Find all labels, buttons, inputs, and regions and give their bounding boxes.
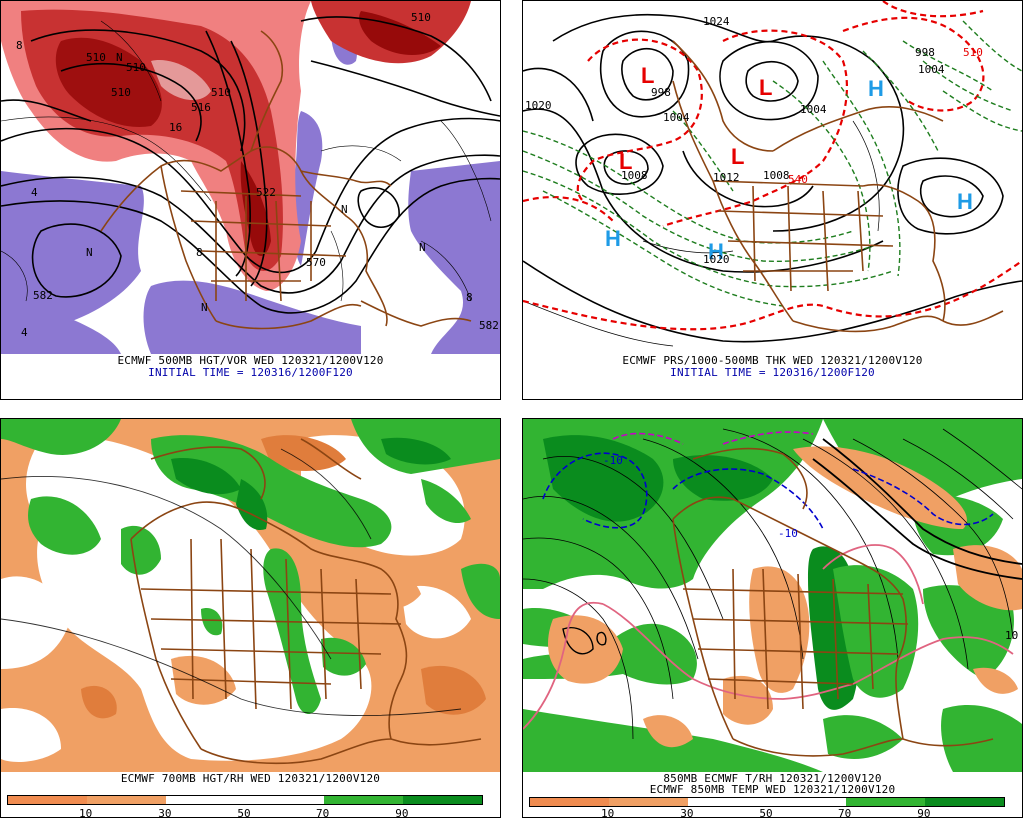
map-pressure-thickness: L L L L H H H H 998 1004 1012 1004 1008 … (523, 1, 1022, 354)
isobar-label: 1004 (663, 111, 690, 124)
map-850mb-temp-rh: -10 -10 10 (523, 419, 1022, 772)
map-label: N (116, 51, 123, 64)
colorbar-tick: 10 (601, 807, 615, 818)
low-pressure-label: L (759, 75, 772, 100)
initial-time-line: INITIAL TIME = 120316/1200F120 (670, 366, 875, 379)
isobar-label: 998 (915, 46, 935, 59)
map-label: 8 (16, 39, 23, 52)
map-label: 582 (33, 289, 53, 302)
colorbar-tick: 70 (316, 807, 330, 818)
isobar-label: 1024 (703, 15, 730, 28)
isobar-label: 1020 (525, 99, 552, 112)
map-label: 516 (191, 101, 211, 114)
colorbar-tick: 50 (237, 807, 251, 818)
map-label: 510 (411, 11, 431, 24)
caption-line: ECMWF 500MB HGT/VOR WED 120321/1200V120 (117, 354, 384, 367)
rh-colorbar (7, 795, 483, 805)
low-pressure-label: L (619, 149, 632, 174)
map-label: 510 (111, 86, 131, 99)
low-pressure-label: L (731, 144, 744, 169)
map-label: 582 (479, 319, 499, 332)
isotherm-label: 10 (1005, 629, 1018, 642)
isobar-label: 998 (651, 86, 671, 99)
map-500mb-vorticity: 510 510 510 516 510 522 510 582 570 582 … (1, 1, 500, 354)
thickness-label: 540 (788, 173, 808, 186)
isobar-label: 1004 (800, 103, 827, 116)
panel-prs-thk: L L L L H H H H 998 1004 1012 1004 1008 … (522, 0, 1023, 400)
map-label: 510 (211, 86, 231, 99)
panel-500mb-hgt-vor: 510 510 510 516 510 522 510 582 570 582 … (0, 0, 501, 400)
isobar-label: 1004 (918, 63, 945, 76)
map-label: 510 (126, 61, 146, 74)
isobar-label: 1020 (703, 253, 730, 266)
map-700mb-rh (1, 419, 500, 772)
initial-time-line: INITIAL TIME = 120316/1200F120 (148, 366, 353, 379)
map-label: N (201, 301, 208, 314)
colorbar-tick: 30 (158, 807, 172, 818)
high-pressure-label: H (957, 189, 973, 214)
colorbar-tick: 10 (79, 807, 93, 818)
map-label: 4 (21, 326, 28, 339)
low-pressure-label: L (641, 63, 654, 88)
map-label: N (86, 246, 93, 259)
isotherm-label: -10 (778, 527, 798, 540)
colorbar-tick: 90 (395, 807, 409, 818)
high-pressure-label: H (708, 239, 724, 264)
caption-line: ECMWF PRS/1000-500MB THK WED 120321/1200… (622, 354, 923, 367)
caption-line-2: ECMWF 850MB TEMP WED 120321/1200V120 (649, 783, 896, 796)
map-label: 510 (86, 51, 106, 64)
isobar-label: 1008 (621, 169, 648, 182)
thickness-label: 510 (963, 46, 983, 59)
caption-line: 850MB ECMWF T/RH 120321/1200V120 (663, 772, 882, 785)
isobar-label: 1008 (763, 169, 790, 182)
high-pressure-label: H (868, 76, 884, 101)
isobar-label: 1012 (713, 171, 740, 184)
map-label: N (341, 203, 348, 216)
isotherm-label: -10 (603, 454, 623, 467)
rh-colorbar-ticks: 10 30 50 70 90 (7, 807, 481, 818)
map-label: 4 (31, 186, 38, 199)
high-pressure-label: H (605, 226, 621, 251)
colorbar-tick: 30 (680, 807, 694, 818)
caption-line: ECMWF 700MB HGT/RH WED 120321/1200V120 (120, 772, 381, 785)
map-label: 570 (306, 256, 326, 269)
map-label: 8 (466, 291, 473, 304)
colorbar-tick: 50 (759, 807, 773, 818)
panel-700mb-hgt-rh: ECMWF 700MB HGT/RH WED 120321/1200V120 1… (0, 418, 501, 818)
panel-850mb-t-rh: -10 -10 10 850MB ECMWF T/RH 120321/1200V… (522, 418, 1023, 818)
colorbar-tick: 70 (838, 807, 852, 818)
map-label: 16 (169, 121, 182, 134)
map-label: 8 (196, 246, 203, 259)
colorbar-tick: 90 (917, 807, 931, 818)
rh-colorbar-ticks: 10 30 50 70 90 (529, 807, 1003, 818)
rh-colorbar (529, 797, 1005, 807)
map-label: N (419, 241, 426, 254)
map-label: 522 (256, 186, 276, 199)
